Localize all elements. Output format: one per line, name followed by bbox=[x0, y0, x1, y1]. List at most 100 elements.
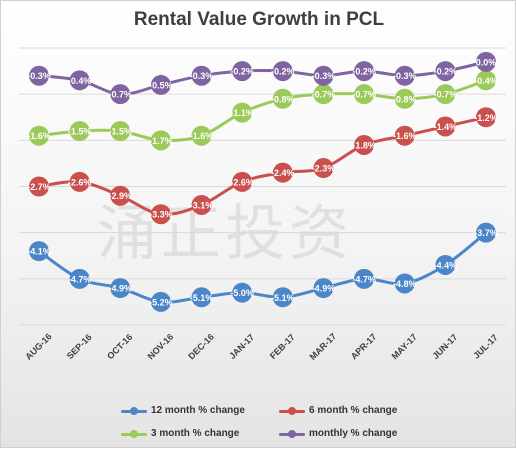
data-label: -1.7% bbox=[149, 136, 173, 146]
data-point bbox=[110, 278, 131, 299]
data-point bbox=[313, 278, 334, 299]
data-point bbox=[313, 158, 334, 179]
data-label: -1.6% bbox=[190, 131, 214, 141]
x-tick-label: AUG-16 bbox=[23, 331, 53, 361]
data-label: -0.3% bbox=[393, 71, 417, 81]
data-label: -4.9% bbox=[109, 284, 133, 294]
data-label: -2.6% bbox=[68, 177, 92, 187]
data-point bbox=[435, 116, 456, 137]
data-point bbox=[150, 291, 171, 312]
series-line bbox=[37, 60, 488, 96]
data-label: -4.4% bbox=[434, 260, 458, 270]
x-tick-label: DEC-16 bbox=[186, 332, 216, 362]
data-label: -0.8% bbox=[393, 94, 417, 104]
data-point bbox=[232, 171, 253, 192]
data-point bbox=[394, 65, 415, 86]
data-label: -4.7% bbox=[68, 274, 92, 284]
x-tick-label: JAN-17 bbox=[227, 332, 256, 361]
data-label: -0.3% bbox=[27, 71, 51, 81]
data-label: -4.9% bbox=[312, 284, 336, 294]
data-label: -1.8% bbox=[352, 140, 376, 150]
data-point bbox=[476, 222, 496, 243]
data-label: -0.2% bbox=[352, 67, 376, 77]
data-label: 0.0% bbox=[476, 57, 497, 67]
data-label: -2.4% bbox=[271, 168, 295, 178]
data-point bbox=[354, 61, 375, 82]
data-label: -1.6% bbox=[27, 131, 51, 141]
data-point bbox=[191, 194, 212, 215]
data-point bbox=[354, 134, 375, 155]
legend-item: 3 month % change bbox=[121, 428, 239, 439]
legend-label: monthly % change bbox=[309, 428, 398, 439]
data-label: -0.4% bbox=[474, 76, 498, 86]
data-point bbox=[110, 185, 131, 206]
data-label: -3.1% bbox=[190, 200, 214, 210]
data-point bbox=[29, 241, 49, 262]
data-point bbox=[232, 61, 253, 82]
data-point bbox=[476, 107, 496, 128]
legend-label: 12 month % change bbox=[151, 405, 245, 416]
data-point bbox=[150, 130, 171, 151]
data-point bbox=[354, 268, 375, 289]
data-point bbox=[435, 61, 456, 82]
data-point bbox=[394, 125, 415, 146]
data-point bbox=[476, 70, 496, 91]
data-point bbox=[394, 273, 415, 294]
data-point bbox=[191, 125, 212, 146]
x-tick-label: JUL-17 bbox=[471, 332, 499, 360]
data-label: -1.2% bbox=[474, 113, 498, 123]
data-point bbox=[69, 70, 90, 91]
legend-label: 6 month % change bbox=[309, 405, 398, 416]
data-point bbox=[69, 268, 90, 289]
data-label: -1.4% bbox=[434, 122, 458, 132]
data-point bbox=[435, 84, 456, 105]
data-point bbox=[313, 65, 334, 86]
data-point bbox=[272, 61, 293, 82]
data-label: -0.7% bbox=[434, 90, 458, 100]
data-point bbox=[313, 84, 334, 105]
data-point bbox=[29, 125, 49, 146]
data-label: -0.7% bbox=[109, 90, 133, 100]
data-label: -0.2% bbox=[230, 67, 254, 77]
legend-marker bbox=[130, 429, 138, 438]
series-line bbox=[37, 231, 488, 304]
watermark-text: 涌正投资 bbox=[97, 199, 353, 269]
data-label: -0.2% bbox=[434, 67, 458, 77]
x-tick-label: MAY-17 bbox=[390, 332, 419, 361]
data-point bbox=[29, 65, 49, 86]
legend-marker bbox=[130, 406, 138, 415]
data-label: -1.5% bbox=[68, 127, 92, 137]
data-label: -0.3% bbox=[312, 71, 336, 81]
data-point bbox=[191, 65, 212, 86]
data-label: -0.4% bbox=[68, 76, 92, 86]
data-point bbox=[69, 121, 90, 142]
legend-item: monthly % change bbox=[279, 428, 397, 439]
x-tick-label: APR-17 bbox=[349, 332, 379, 362]
data-label: -1.1% bbox=[230, 108, 254, 118]
data-point bbox=[394, 88, 415, 109]
x-tick-label: OCT-16 bbox=[105, 332, 134, 361]
data-point bbox=[272, 162, 293, 183]
legend-label: 3 month % change bbox=[151, 428, 240, 439]
data-label: -1.5% bbox=[109, 127, 133, 137]
legend-swatch bbox=[121, 429, 147, 439]
data-label: -5.2% bbox=[149, 297, 173, 307]
data-label: -1.6% bbox=[393, 131, 417, 141]
x-tick-label: JUN-17 bbox=[430, 332, 459, 361]
data-point bbox=[150, 74, 171, 95]
data-point bbox=[110, 84, 131, 105]
data-label: -4.7% bbox=[352, 274, 376, 284]
data-label: -0.3% bbox=[190, 71, 214, 81]
legend-marker bbox=[288, 429, 296, 438]
data-point bbox=[354, 84, 375, 105]
data-point bbox=[191, 287, 212, 308]
legend-item: 12 month % change bbox=[121, 405, 245, 416]
data-point bbox=[29, 176, 49, 197]
data-point bbox=[272, 88, 293, 109]
data-point bbox=[272, 287, 293, 308]
data-point bbox=[476, 51, 496, 72]
x-tick-label: FEB-17 bbox=[268, 332, 297, 361]
data-label: -2.9% bbox=[109, 191, 133, 201]
data-label: -0.7% bbox=[352, 90, 376, 100]
